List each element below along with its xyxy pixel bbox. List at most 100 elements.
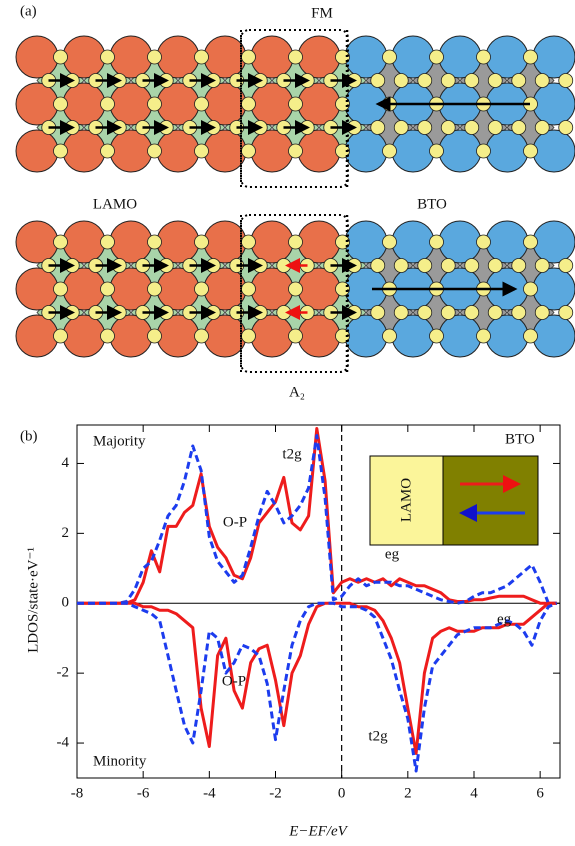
x-tick-label: -8 (71, 785, 84, 801)
oxygen (465, 259, 479, 273)
atom (110, 83, 152, 125)
y-tick-label: 0 (62, 595, 70, 611)
atom (157, 36, 199, 78)
figure: (a) FM LAMO BTO A₂ (b) E−EF/eV LDOS/stat… (0, 0, 575, 846)
oxygen (54, 144, 68, 158)
annotation: t2g (282, 446, 302, 462)
page: (a) FM LAMO BTO A₂ (b) E−EF/eV LDOS/stat… (0, 0, 575, 846)
oxygen (477, 235, 491, 249)
oxygen (101, 97, 115, 111)
y-tick-label: -4 (57, 734, 70, 750)
oxygen (101, 329, 115, 343)
atom (345, 36, 387, 78)
oxygen (418, 306, 432, 320)
annotation: O-P (223, 514, 247, 530)
oxygen (242, 97, 256, 111)
atom (298, 221, 340, 263)
oxygen (477, 329, 491, 343)
oxygen (101, 235, 115, 249)
oxygen (430, 144, 444, 158)
atom (110, 315, 152, 357)
atom (251, 130, 293, 172)
annotation: Majority (93, 433, 146, 449)
oxygen (559, 259, 573, 273)
oxygen (195, 329, 209, 343)
oxygen (559, 74, 573, 88)
atom (345, 221, 387, 263)
atom (204, 130, 246, 172)
panel-label: (b) (20, 428, 38, 444)
oxygen (441, 306, 455, 320)
oxygen (195, 282, 209, 296)
oxygen (418, 74, 432, 88)
atom (204, 221, 246, 263)
atom (533, 221, 575, 263)
atom (439, 315, 481, 357)
atom (204, 83, 246, 125)
atom (392, 130, 434, 172)
x-axis-label: E−EF/eV (288, 823, 348, 839)
atom (110, 221, 152, 263)
y-tick-label: 2 (62, 525, 70, 541)
atom (533, 130, 575, 172)
oxygen (54, 282, 68, 296)
oxygen (394, 74, 408, 88)
oxygen (289, 50, 303, 64)
oxygen (559, 121, 573, 135)
annotation: BTO (505, 431, 535, 447)
oxygen (148, 282, 162, 296)
oxygen (289, 282, 303, 296)
oxygen (441, 121, 455, 135)
atom (110, 130, 152, 172)
oxygen (430, 50, 444, 64)
atom (251, 268, 293, 310)
oxygen (535, 259, 549, 273)
oxygen (524, 235, 538, 249)
oxygen (488, 74, 502, 88)
oxygen (242, 329, 256, 343)
atom (251, 83, 293, 125)
atom (16, 315, 58, 357)
atom (16, 221, 58, 263)
atom (533, 36, 575, 78)
oxygen (242, 50, 256, 64)
oxygen (465, 306, 479, 320)
atom (157, 268, 199, 310)
oxygen (371, 74, 385, 88)
atom (16, 36, 58, 78)
y-tick-label: -2 (57, 665, 70, 681)
annotation: eg (385, 546, 400, 562)
oxygen (418, 121, 432, 135)
oxygen (512, 121, 526, 135)
oxygen (195, 50, 209, 64)
atom (157, 130, 199, 172)
oxygen (477, 50, 491, 64)
y-axis-label: LDOS/state·eV⁻¹ (25, 547, 41, 653)
oxygen (148, 144, 162, 158)
oxygen (524, 329, 538, 343)
atom (204, 36, 246, 78)
atom (486, 315, 528, 357)
oxygen (336, 282, 350, 296)
oxygen (383, 144, 397, 158)
atom (110, 36, 152, 78)
atom (392, 36, 434, 78)
oxygen (54, 329, 68, 343)
oxygen (524, 282, 538, 296)
oxygen (148, 329, 162, 343)
annotation: t2g (368, 728, 388, 744)
oxygen (465, 74, 479, 88)
oxygen (383, 329, 397, 343)
oxygen (242, 282, 256, 296)
oxygen (371, 306, 385, 320)
x-tick-label: -2 (269, 785, 282, 801)
oxygen (524, 144, 538, 158)
oxygen (289, 235, 303, 249)
atom (486, 130, 528, 172)
oxygen (371, 121, 385, 135)
oxygen (512, 74, 526, 88)
atom (204, 315, 246, 357)
oxygen (394, 306, 408, 320)
oxygen (289, 144, 303, 158)
atom (204, 268, 246, 310)
